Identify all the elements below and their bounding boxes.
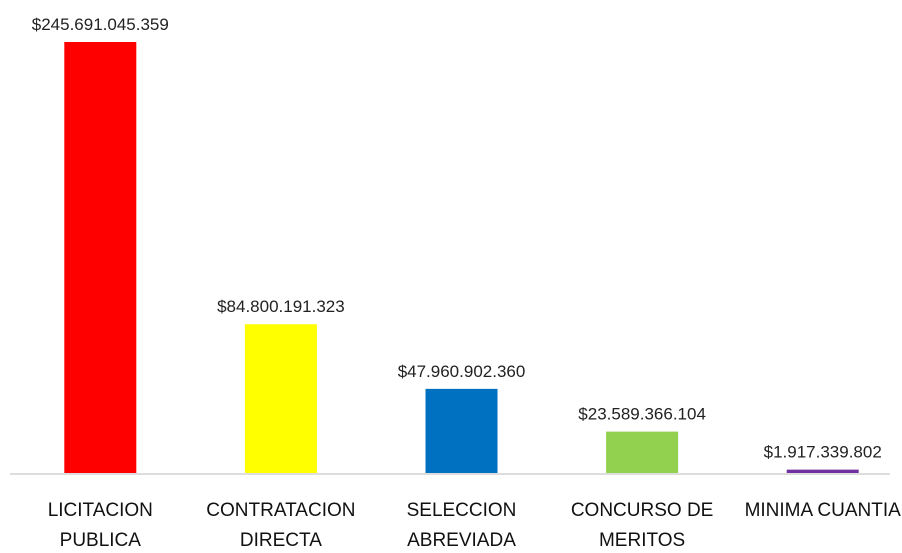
bar <box>64 42 137 473</box>
x-tick-label: CONTRATACION DIRECTA <box>206 500 356 551</box>
x-tick-label: SELECCION ABREVIADA <box>406 500 517 551</box>
bar <box>606 431 679 473</box>
x-tick-label: CONCURSO DE MERITOS <box>570 500 714 551</box>
bar <box>425 388 498 473</box>
data-label: $23.589.366.104 <box>578 405 706 424</box>
data-label: $47.960.902.360 <box>398 362 526 381</box>
bar <box>244 324 317 473</box>
data-label: $1.917.339.802 <box>764 443 882 462</box>
x-tick-label: LICITACION PUBLICA <box>47 500 153 551</box>
x-tick-label: MINIMA CUANTIA <box>744 500 901 521</box>
data-label: $84.800.191.323 <box>217 297 345 316</box>
bar <box>786 469 859 473</box>
data-label: $245.691.045.359 <box>32 15 169 34</box>
